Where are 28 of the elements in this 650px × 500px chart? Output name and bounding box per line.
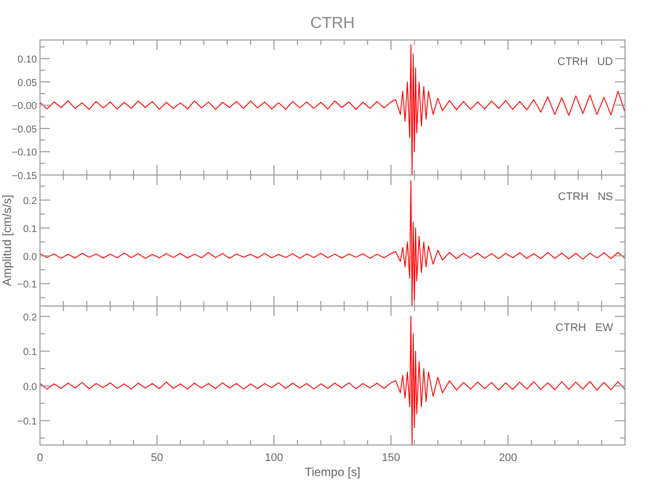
y-tick-label: −0.15 — [12, 171, 38, 182]
annotation: CTRH UD — [557, 56, 614, 68]
x-tick-label: 0 — [36, 452, 44, 464]
y-tick-label: −0.1 — [17, 280, 38, 291]
x-tick-label: 150 — [382, 452, 400, 464]
y-axis-title: Amplitud [cm/s/s] — [0, 194, 14, 286]
line-series — [40, 180, 626, 306]
y-tick-label: 0.10 — [18, 54, 38, 66]
line-series — [40, 44, 626, 176]
y-tick-label: −0.1 — [17, 416, 38, 428]
x-tick-label: 200 — [498, 452, 518, 464]
y-tick-label: 0.0 — [23, 382, 38, 393]
y-tick-label: 0.1 — [23, 347, 38, 358]
y-tick-label: 0.2 — [23, 196, 38, 208]
annotation: CTRH EW — [556, 322, 614, 334]
y-tick-label: 0.0 — [23, 252, 38, 263]
y-tick-label: −0.10 — [12, 148, 38, 159]
y-tick-label: 0.2 — [23, 312, 38, 324]
x-axis-title: Tiempo [s] — [304, 465, 360, 479]
y-tick-label: −0.05 — [12, 124, 38, 136]
y-tick-label: 0.05 — [18, 78, 38, 89]
line-series — [40, 316, 626, 446]
annotation: CTRH NS — [558, 191, 613, 203]
y-tick-label: 0.1 — [23, 224, 38, 235]
y-tick-label: −0.00 — [12, 101, 38, 112]
x-tick-label: 50 — [150, 452, 164, 464]
x-tick-label: 100 — [264, 452, 284, 464]
chart-title: CTRH — [310, 15, 355, 32]
